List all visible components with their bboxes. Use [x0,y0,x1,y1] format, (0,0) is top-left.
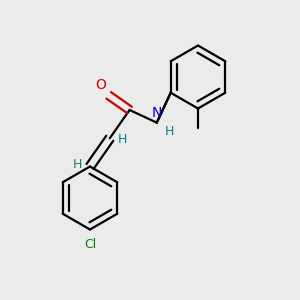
Text: H: H [164,125,174,138]
Text: H: H [73,158,83,172]
Text: H: H [117,133,127,146]
Text: Cl: Cl [84,238,96,251]
Text: O: O [95,78,106,92]
Text: N: N [152,106,162,120]
